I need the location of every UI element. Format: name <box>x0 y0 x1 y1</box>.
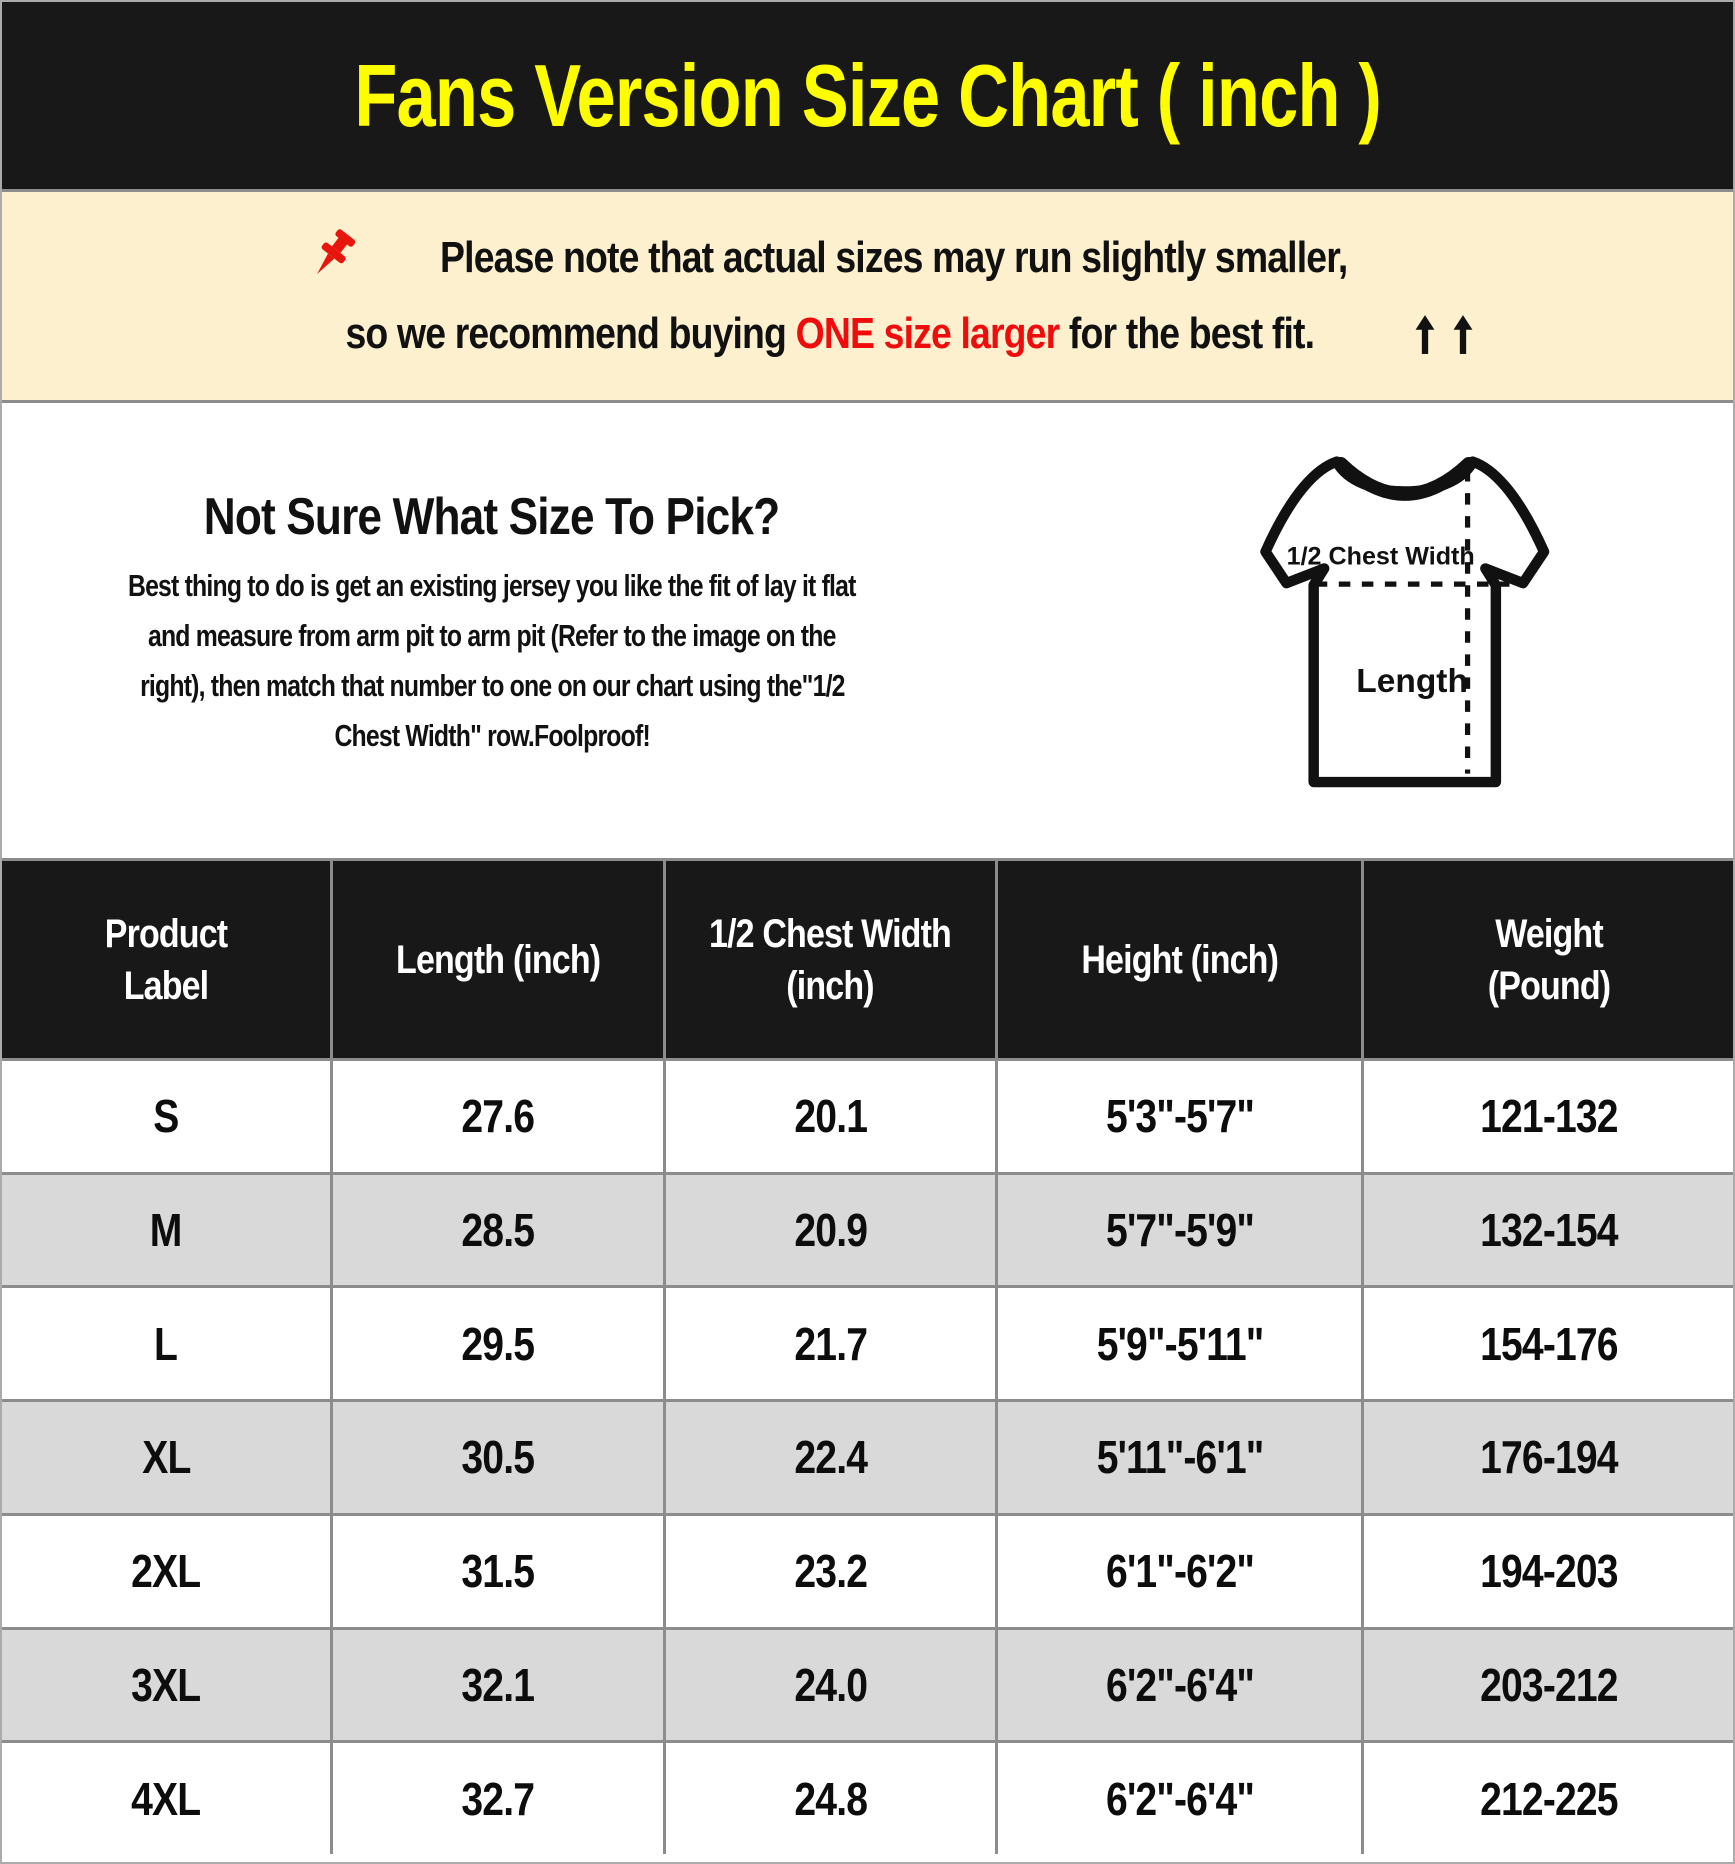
tshirt-outline <box>1260 456 1550 788</box>
chest-width-cell: 23.2 <box>665 1515 995 1627</box>
column-header-height: Height (inch) <box>997 861 1362 1058</box>
weight-cell: 176-194 <box>1364 1402 1733 1513</box>
height-cell: 6'1"-6'2" <box>997 1515 1362 1627</box>
chest-width-cell: 20.9 <box>665 1174 995 1286</box>
length-label: Length <box>1356 663 1468 700</box>
pushpin-icon <box>316 229 355 275</box>
guide-paragraph-line: right), then match that number to one on… <box>139 668 845 703</box>
tshirt-measure-diagram: 1/2 Chest Width Length <box>1250 447 1570 803</box>
note-text-2-suffix: for the best fit. <box>1059 309 1315 358</box>
weight-cell: 121-132 <box>1364 1061 1733 1172</box>
weight-cell: 194-203 <box>1364 1515 1733 1627</box>
note-line-2: so we recommend buying ONE size larger f… <box>260 309 1476 359</box>
column-header-product-label: Product Label <box>2 861 330 1058</box>
height-cell: 6'2"-6'4" <box>997 1629 1362 1741</box>
column-header-chest-width: 1/2 Chest Width (inch) <box>665 861 995 1058</box>
weight-cell: 212-225 <box>1364 1743 1733 1854</box>
size-label-cell: M <box>2 1174 330 1286</box>
chest-width-cell: 24.0 <box>665 1629 995 1741</box>
up-arrow-icon <box>1415 315 1435 354</box>
column-header-length: Length (inch) <box>332 861 663 1058</box>
weight-cell: 203-212 <box>1364 1629 1733 1741</box>
size-label-cell: 4XL <box>2 1743 330 1854</box>
guide-paragraph: Best thing to do is get an existing jers… <box>2 561 982 761</box>
chest-width-cell: 22.4 <box>665 1402 995 1513</box>
column-header-weight: Weight (Pound) <box>1364 861 1733 1058</box>
guide-text-block: Not Sure What Size To Pick? Best thing t… <box>2 403 982 761</box>
note-highlight: ONE size larger <box>795 309 1060 358</box>
weight-cell: 132-154 <box>1364 1174 1733 1286</box>
guide-paragraph-line: Chest Width" row.Foolproof! <box>334 718 650 753</box>
size-label-cell: S <box>2 1061 330 1172</box>
note-text-1: Please note that actual sizes may run sl… <box>439 233 1348 282</box>
note-banner: Please note that actual sizes may run sl… <box>2 192 1733 403</box>
chest-width-cell: 20.1 <box>665 1061 995 1172</box>
length-cell: 32.1 <box>332 1629 663 1741</box>
size-label-cell: XL <box>2 1402 330 1513</box>
height-cell: 5'11"-6'1" <box>997 1402 1362 1513</box>
length-cell: 27.6 <box>332 1061 663 1172</box>
guide-heading: Not Sure What Size To Pick? <box>204 488 780 546</box>
note-line-1: Please note that actual sizes may run sl… <box>308 229 1427 283</box>
height-cell: 5'7"-5'9" <box>997 1174 1362 1286</box>
length-cell: 29.5 <box>332 1288 663 1400</box>
height-cell: 5'3"-5'7" <box>997 1061 1362 1172</box>
up-arrow-icon <box>1453 315 1473 354</box>
length-cell: 30.5 <box>332 1402 663 1513</box>
sizing-guide-section: Not Sure What Size To Pick? Best thing t… <box>2 403 1733 858</box>
size-label-cell: L <box>2 1288 330 1400</box>
note-text-2-prefix: so we recommend buying <box>345 309 796 358</box>
size-label-cell: 2XL <box>2 1515 330 1627</box>
height-cell: 6'2"-6'4" <box>997 1743 1362 1854</box>
height-cell: 5'9"-5'11" <box>997 1288 1362 1400</box>
size-table: Product Label Length (inch) 1/2 Chest Wi… <box>2 858 1733 1854</box>
chest-width-cell: 21.7 <box>665 1288 995 1400</box>
title-bar: Fans Version Size Chart ( inch ) <box>2 2 1733 192</box>
length-cell: 28.5 <box>332 1174 663 1286</box>
weight-cell: 154-176 <box>1364 1288 1733 1400</box>
tshirt-collar <box>1334 456 1476 501</box>
chest-width-label: 1/2 Chest Width <box>1287 542 1475 570</box>
page-title: Fans Version Size Chart ( inch ) <box>354 45 1382 145</box>
guide-paragraph-line: and measure from arm pit to arm pit (Ref… <box>148 618 836 653</box>
length-cell: 32.7 <box>332 1743 663 1854</box>
length-cell: 31.5 <box>332 1515 663 1627</box>
size-label-cell: 3XL <box>2 1629 330 1741</box>
chest-width-cell: 24.8 <box>665 1743 995 1854</box>
guide-paragraph-line: Best thing to do is get an existing jers… <box>128 568 856 603</box>
